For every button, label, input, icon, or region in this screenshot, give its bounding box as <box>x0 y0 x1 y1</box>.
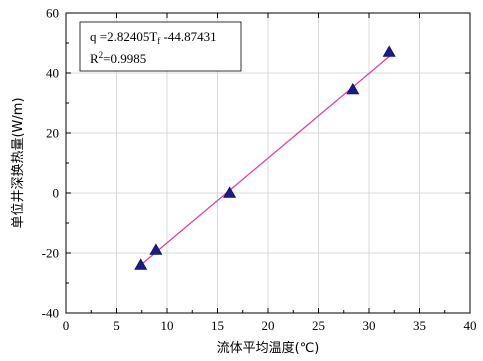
legend-equation-prefix: q =2.82405T <box>90 29 157 44</box>
x-tick-label: 35 <box>413 318 426 333</box>
legend-r-squared: R2=0.9985 <box>90 50 146 66</box>
x-tick-label: 40 <box>464 318 477 333</box>
data-point-triangle <box>149 243 163 255</box>
legend-r-superscript: 2 <box>99 50 104 60</box>
data-point-triangle <box>223 186 237 198</box>
axis-ticks <box>65 12 471 314</box>
legend-equation-suffix: -44.87431 <box>160 29 216 44</box>
x-tick-label: 15 <box>211 318 224 333</box>
legend-frame <box>79 21 242 72</box>
y-axis-tick-labels: -40 -20 0 20 40 60 <box>42 6 59 321</box>
x-tick-label: 0 <box>63 318 70 333</box>
fit-line <box>140 56 390 266</box>
y-tick-label: 20 <box>46 126 59 141</box>
legend-r-prefix: R <box>90 51 99 66</box>
y-tick-label: 40 <box>46 66 59 81</box>
legend-box: q =2.82405Tf -44.87431 R2=0.9985 <box>79 21 242 72</box>
legend-r-suffix: =0.9985 <box>103 51 146 66</box>
x-axis-label: 流体平均温度(℃) <box>217 340 320 356</box>
data-points <box>134 45 396 270</box>
x-tick-label: 5 <box>113 318 120 333</box>
data-point-triangle <box>134 258 148 270</box>
x-tick-label: 30 <box>363 318 376 333</box>
y-axis-label: 单位井深换热量(W/m) <box>11 97 26 228</box>
data-point-triangle <box>346 82 360 95</box>
legend-equation: q =2.82405Tf -44.87431 <box>90 29 217 46</box>
y-tick-label: -20 <box>42 246 59 261</box>
data-point-triangle <box>382 45 396 57</box>
y-tick-label: 60 <box>46 6 59 21</box>
x-tick-label: 25 <box>312 318 325 333</box>
x-tick-label: 10 <box>161 318 174 333</box>
x-axis-tick-labels: 0 5 10 15 20 25 30 35 40 <box>63 318 477 333</box>
legend-equation-subscript: f <box>157 36 160 46</box>
x-tick-label: 20 <box>262 318 275 333</box>
y-tick-label: 0 <box>53 186 60 201</box>
y-tick-label: -40 <box>42 306 59 321</box>
